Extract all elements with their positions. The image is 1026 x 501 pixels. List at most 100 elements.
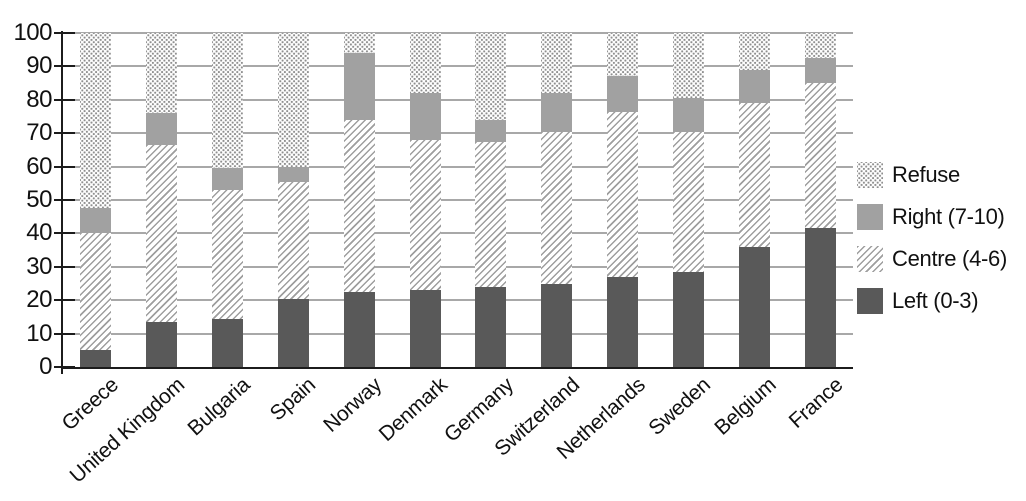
bar-segment-right [607, 76, 639, 112]
bar-segment-left [804, 228, 836, 367]
bar-segment-centre [80, 233, 112, 351]
gridline-y-20 [63, 299, 853, 302]
x-axis-label-spain: Spain [265, 373, 321, 426]
left-solid-swatch [857, 288, 883, 314]
bar-segment-right [475, 119, 507, 142]
y-tick-10 [54, 332, 75, 335]
y-tick-0 [54, 366, 75, 368]
bar-segment-refuse [475, 33, 507, 120]
y-tick-90 [54, 65, 75, 68]
refuse-pattern-swatch [857, 162, 883, 188]
bar-segment-refuse [607, 33, 639, 77]
bar-segment-right [738, 69, 770, 104]
gridline-y-40 [63, 232, 853, 235]
bar-segment-centre [672, 131, 704, 272]
bar-segment-centre [277, 181, 309, 299]
bar-segment-refuse [804, 33, 836, 59]
x-axis-label-bulgaria: Bulgaria [183, 373, 255, 441]
x-axis-label-france: France [784, 373, 847, 433]
y-axis-tick-label: 70 [26, 119, 52, 147]
bar-segment-refuse [146, 33, 178, 114]
bar-segment-refuse [541, 33, 573, 94]
bar-segment-centre [607, 111, 639, 277]
y-axis-tick-label: 0 [39, 353, 52, 380]
bar-segment-refuse [80, 33, 112, 209]
plot-area [54, 31, 853, 374]
bar-switzerland [541, 33, 573, 367]
y-tick-30 [54, 265, 75, 268]
bar-bulgaria [212, 33, 244, 367]
y-axis-tick-label: 40 [26, 219, 52, 247]
y-axis-tick-label: 30 [26, 252, 52, 280]
bar-france [804, 33, 836, 367]
legend-label: Right (7-10) [892, 204, 1005, 229]
gridline-y-50 [63, 199, 853, 201]
right-solid-swatch [857, 204, 883, 230]
x-axis-label-belgium: Belgium [710, 373, 781, 440]
gridline-y-30 [63, 265, 853, 268]
gridline-y-60 [63, 165, 853, 168]
bar-segment-left [212, 318, 244, 367]
bar-segment-refuse [672, 33, 704, 99]
bar-segment-right [80, 208, 112, 234]
legend-item-centre: Centre (4-6) [857, 246, 1007, 272]
legend-label: Refuse [892, 162, 960, 187]
bar-segment-left [146, 321, 178, 367]
legend-label: Left (0-3) [892, 288, 979, 313]
bar-segment-left [672, 271, 704, 367]
bar-segment-right [541, 93, 573, 132]
bar-denmark [409, 33, 441, 367]
y-axis-tick-label: 20 [26, 286, 52, 314]
bar-segment-left [607, 276, 639, 367]
bar-spain [277, 33, 309, 367]
legend: Refuse Right (7-10) Centre (4-6) Left (0… [857, 162, 1007, 330]
bar-segment-right [343, 53, 375, 120]
bar-segment-refuse [212, 33, 244, 169]
bar-segment-refuse [277, 33, 309, 167]
centre-hatch-swatch [857, 246, 883, 272]
bar-sweden [672, 33, 704, 367]
bar-segment-right [804, 58, 836, 84]
y-tick-80 [54, 98, 75, 101]
bar-segment-left [475, 286, 507, 367]
y-axis-tick-label: 80 [26, 85, 52, 113]
bar-segment-right [672, 98, 704, 132]
bar-segment-centre [146, 144, 178, 322]
y-axis-tick-label: 100 [13, 19, 52, 46]
y-axis-line [61, 31, 63, 374]
bar-segment-centre [738, 103, 770, 247]
bar-segment-right [277, 166, 309, 182]
gridline-y-90 [63, 65, 853, 68]
legend-item-right: Right (7-10) [857, 204, 1007, 230]
bar-segment-refuse [738, 33, 770, 70]
legend-label: Centre (4-6) [892, 246, 1007, 271]
gridline-y-10 [63, 332, 853, 335]
legend-item-left: Left (0-3) [857, 288, 1007, 314]
bar-segment-left [738, 246, 770, 367]
bar-segment-centre [804, 83, 836, 229]
bar-segment-centre [343, 119, 375, 292]
y-axis-tick-label: 10 [26, 319, 52, 347]
bar-segment-left [80, 350, 112, 367]
gridline-y-70 [63, 132, 853, 135]
y-tick-60 [54, 165, 75, 168]
gridline-y-100 [63, 32, 853, 34]
y-axis-tick-label: 60 [26, 152, 52, 180]
gridline-y-80 [63, 98, 853, 101]
bar-segment-centre [541, 131, 573, 284]
bar-segment-right [212, 168, 244, 190]
bar-segment-centre [212, 190, 244, 319]
bar-netherlands [607, 33, 639, 367]
y-tick-20 [54, 299, 75, 302]
bar-segment-left [277, 298, 309, 367]
bar-norway [343, 33, 375, 367]
legend-item-refuse: Refuse [857, 162, 1007, 188]
x-axis-label-united-kingdom: United Kingdom [65, 373, 189, 488]
y-tick-70 [54, 132, 75, 135]
bar-segment-left [541, 283, 573, 367]
bar-belgium [738, 33, 770, 367]
bar-segment-right [409, 93, 441, 140]
bar-segment-right [146, 113, 178, 145]
bar-segment-refuse [409, 33, 441, 94]
